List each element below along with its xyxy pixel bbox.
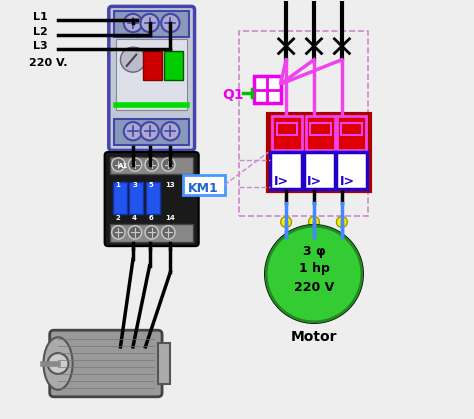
Circle shape: [281, 217, 292, 228]
Bar: [129, 182, 143, 214]
FancyBboxPatch shape: [109, 6, 194, 150]
Bar: [270, 153, 301, 189]
Text: I>: I>: [307, 175, 322, 188]
Circle shape: [140, 14, 159, 32]
Bar: [337, 116, 366, 150]
Text: 4: 4: [132, 215, 137, 221]
Text: 3 φ: 3 φ: [302, 245, 325, 258]
Bar: [336, 153, 367, 189]
Text: 2: 2: [116, 215, 120, 221]
Text: 1: 1: [116, 181, 120, 188]
Text: 5: 5: [149, 181, 154, 188]
Circle shape: [162, 158, 175, 171]
Text: L3: L3: [33, 41, 48, 51]
Bar: [112, 182, 127, 214]
Text: 13: 13: [165, 181, 175, 188]
Bar: [158, 343, 171, 384]
Circle shape: [161, 122, 180, 140]
Circle shape: [266, 226, 362, 322]
Circle shape: [112, 226, 125, 239]
Text: Q1: Q1: [222, 88, 244, 102]
Text: 1 hp: 1 hp: [299, 262, 329, 275]
Circle shape: [47, 353, 68, 374]
Bar: [114, 119, 189, 145]
Text: 220 V.: 220 V.: [29, 58, 67, 68]
Bar: [143, 52, 162, 80]
Circle shape: [162, 226, 175, 239]
Ellipse shape: [44, 337, 73, 390]
Text: L2: L2: [33, 27, 48, 37]
Bar: [303, 153, 335, 189]
Text: A1: A1: [118, 163, 128, 169]
Text: L1: L1: [33, 12, 48, 22]
Text: I>: I>: [273, 175, 289, 188]
Bar: [183, 175, 225, 195]
Bar: [110, 157, 193, 174]
Circle shape: [145, 158, 158, 171]
Circle shape: [145, 226, 158, 239]
Bar: [273, 116, 301, 150]
Text: 3: 3: [132, 181, 137, 188]
Bar: [254, 76, 281, 103]
Circle shape: [128, 158, 142, 171]
Text: 220 V: 220 V: [294, 281, 334, 294]
Circle shape: [128, 226, 142, 239]
Bar: [164, 52, 183, 80]
Bar: [239, 31, 368, 216]
Bar: [146, 182, 160, 214]
Text: 14: 14: [165, 215, 175, 221]
Circle shape: [124, 14, 142, 32]
Text: KM1: KM1: [188, 181, 219, 194]
Circle shape: [264, 224, 364, 324]
Text: Motor: Motor: [291, 330, 337, 344]
Circle shape: [309, 217, 319, 228]
Bar: [114, 11, 189, 37]
Circle shape: [124, 122, 142, 140]
Circle shape: [161, 14, 180, 32]
Text: I>: I>: [339, 175, 355, 188]
Circle shape: [120, 47, 146, 72]
Bar: [268, 114, 370, 191]
Circle shape: [112, 158, 125, 171]
Bar: [110, 224, 193, 241]
Bar: [116, 39, 187, 110]
Text: 6: 6: [149, 215, 154, 221]
Circle shape: [337, 217, 347, 228]
FancyBboxPatch shape: [105, 152, 199, 246]
Circle shape: [140, 122, 159, 140]
FancyBboxPatch shape: [50, 330, 162, 397]
Bar: [306, 116, 335, 150]
